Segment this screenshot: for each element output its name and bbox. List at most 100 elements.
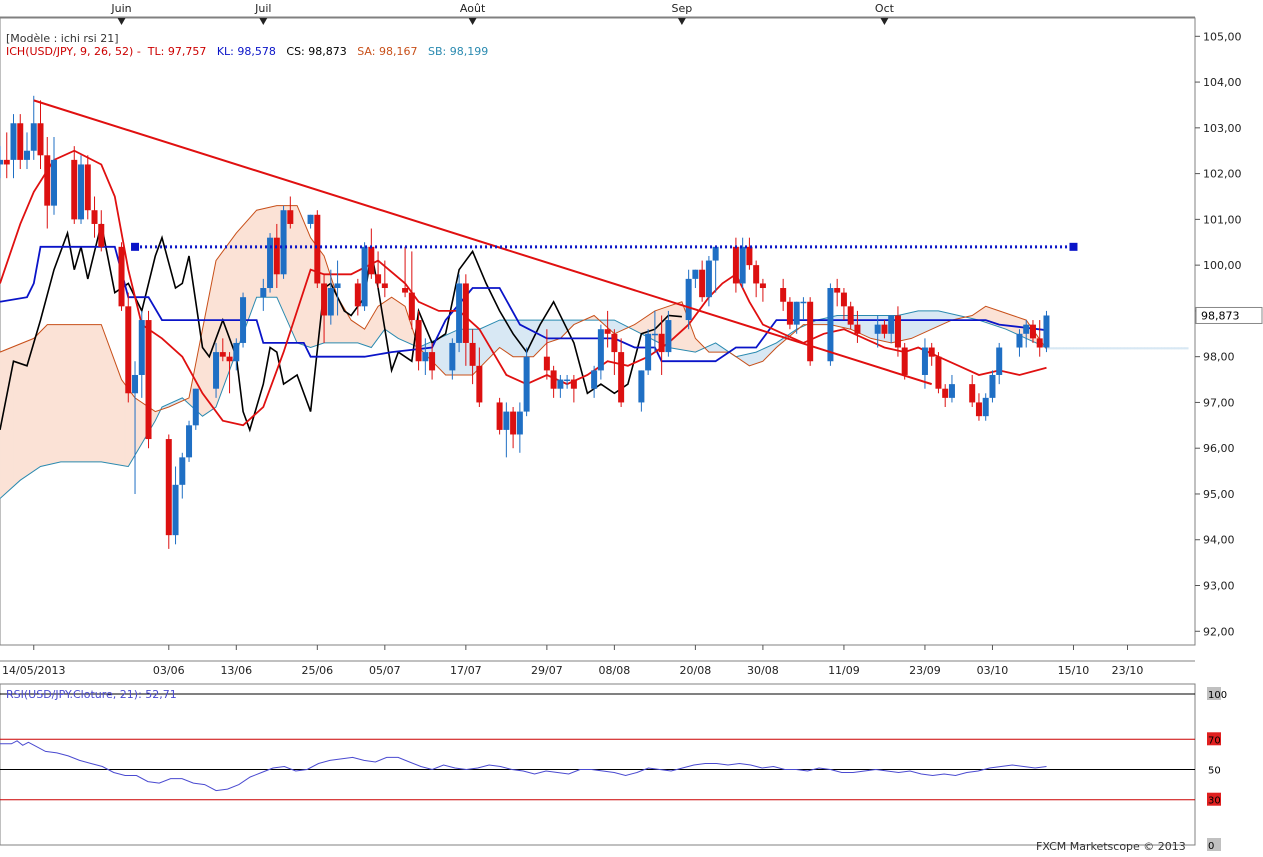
candle-body: [476, 365, 483, 403]
candle-body: [1036, 338, 1043, 348]
candle-body: [557, 379, 564, 389]
candle-body: [1016, 333, 1023, 348]
candle: [510, 407, 517, 449]
candle: [233, 338, 240, 371]
candle-body: [658, 333, 665, 353]
candle: [37, 100, 44, 170]
candle: [570, 374, 577, 403]
candle: [0, 146, 3, 179]
candle-body: [510, 411, 517, 435]
candle: [186, 420, 193, 462]
rsi-tick-label: 50: [1208, 766, 1221, 777]
candle-body: [381, 283, 388, 289]
cloud-segment: [60, 324, 65, 463]
rsi-tick-label: 0: [1208, 841, 1214, 852]
candle: [780, 278, 787, 311]
candle: [543, 329, 550, 380]
candle-body: [307, 214, 314, 224]
cloud-segment: [63, 324, 68, 463]
candle: [273, 223, 280, 289]
cloud-segment: [131, 392, 136, 462]
candle-body: [759, 283, 766, 289]
candle-body: [996, 347, 1003, 375]
cloud-segment: [259, 208, 264, 298]
candle: [989, 370, 996, 403]
cloud-segment: [1171, 347, 1176, 350]
candle: [91, 196, 98, 238]
price-pane: [0, 16, 1196, 646]
cloud-segment: [674, 302, 679, 350]
cloud-segment: [924, 310, 929, 333]
candle: [982, 393, 989, 421]
candle-body: [685, 278, 692, 321]
cloud-segment: [13, 344, 18, 488]
price-badge-box: [1195, 306, 1263, 324]
candle-body: [44, 155, 51, 206]
candle: [921, 338, 928, 389]
tenkan-value: TL: 97,757: [147, 45, 207, 58]
rsi-level-box: [1207, 687, 1221, 700]
cloud-segment: [1052, 347, 1057, 350]
candle-body: [834, 288, 841, 293]
candle-body: [699, 269, 706, 298]
cloud-segment: [860, 315, 865, 336]
senkou-b-value: SB: 98,199: [427, 45, 489, 58]
candle: [705, 255, 712, 307]
month-marker: [468, 18, 477, 25]
candle-body: [78, 164, 85, 220]
candle-body: [138, 320, 145, 375]
candle: [847, 301, 854, 330]
cloud-segment: [759, 348, 764, 363]
ichimoku-name: ICH(USD/JPY, 9, 26, 52) -: [6, 45, 141, 58]
candle-body: [422, 352, 429, 362]
candle: [969, 374, 976, 408]
x-tick-label: 11/09: [828, 664, 860, 677]
candle: [179, 452, 186, 499]
cloud-segment: [914, 310, 919, 338]
candle-body: [186, 425, 193, 458]
cloud-segment: [904, 312, 909, 341]
price-badge: 98,873: [1201, 309, 1240, 322]
cloud-segment: [1144, 347, 1149, 350]
cloud-segment: [752, 351, 757, 366]
candle-body: [705, 260, 712, 298]
candle-body: [240, 297, 247, 343]
cloud-segment: [863, 315, 868, 338]
candle: [132, 361, 139, 494]
cloud-segment: [1140, 347, 1145, 350]
ichimoku-legend: ICH(USD/JPY, 9, 26, 52) - TL: 97,757 KL:…: [6, 45, 488, 58]
candle-body: [746, 246, 753, 266]
candle: [807, 297, 814, 366]
cloud-segment: [97, 324, 102, 463]
cloud-segment: [3, 348, 8, 497]
cloud-segment: [121, 378, 126, 467]
cloud-segment: [492, 321, 497, 356]
x-tick-label: 20/08: [680, 664, 712, 677]
rsi-level-box: [1207, 792, 1221, 806]
candle-body: [327, 288, 334, 316]
candle: [759, 278, 766, 302]
cloud-segment: [114, 361, 119, 466]
x-tick-label: 14/05/2013: [2, 664, 65, 677]
cloud-segment: [300, 213, 305, 346]
candle: [145, 310, 152, 449]
cloud-segment: [1083, 347, 1088, 350]
cloud-segment: [1120, 347, 1125, 350]
candle-body: [894, 315, 901, 348]
candle-body: [800, 301, 807, 304]
rsi-level-box: [1207, 838, 1221, 851]
candle: [557, 374, 564, 398]
trend-line: [33, 99, 932, 386]
rsi-tick-label: 70: [1208, 735, 1221, 746]
candle: [44, 136, 51, 229]
candle-body: [847, 306, 854, 325]
candle: [550, 365, 557, 398]
cloud-segment: [1100, 347, 1105, 350]
candle: [618, 338, 625, 408]
cloud-segment: [1103, 347, 1108, 350]
candle-body: [449, 342, 456, 371]
candle-body: [604, 329, 611, 334]
candle: [597, 324, 604, 380]
month-label: Oct: [875, 2, 895, 15]
month-label: Juin: [110, 2, 131, 15]
